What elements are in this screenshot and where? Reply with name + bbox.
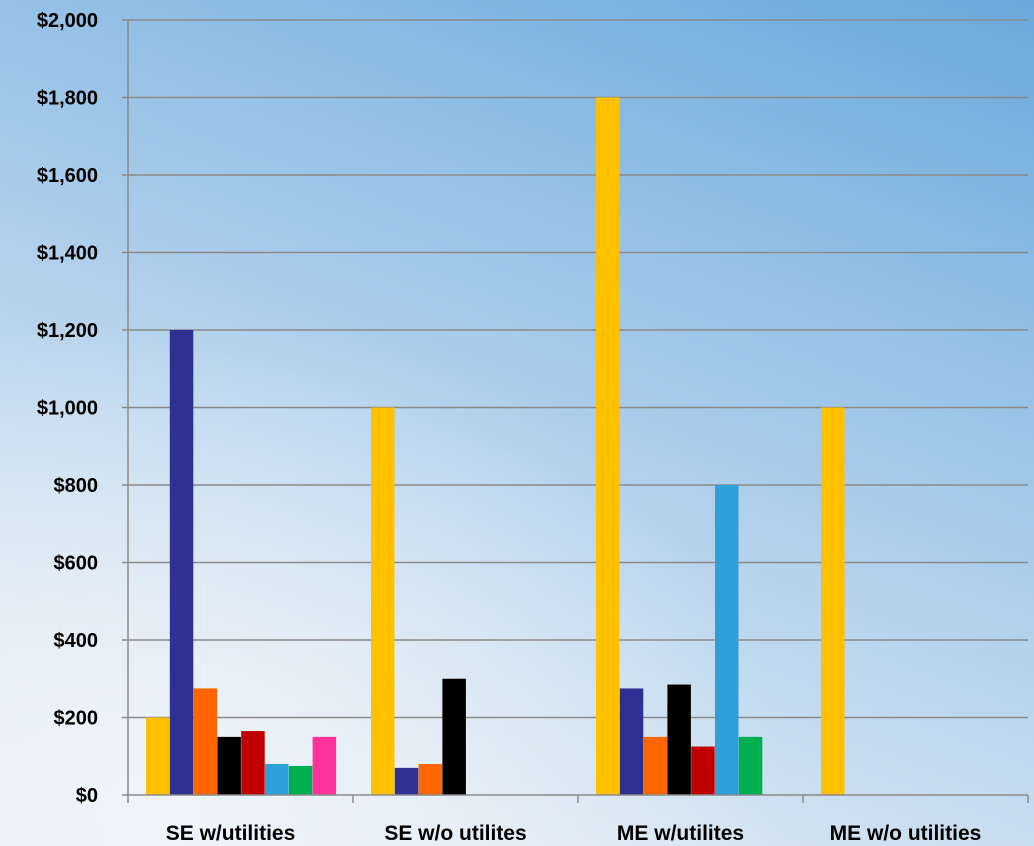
bar	[288, 765, 313, 795]
bar	[312, 736, 337, 795]
bar	[217, 736, 241, 795]
bar	[371, 407, 395, 795]
bar	[442, 678, 466, 795]
y-tick-label: $400	[54, 630, 99, 652]
y-tick-label: $800	[54, 475, 99, 497]
bar	[738, 736, 763, 795]
y-tick-label: $1,200	[37, 320, 98, 342]
y-tick-label: $1,800	[37, 88, 98, 110]
bar	[667, 684, 691, 795]
y-tick-label: $1,400	[37, 243, 98, 265]
y-tick-label: $2,000	[37, 10, 98, 32]
bar	[418, 764, 443, 795]
x-category-label: SE w/o utilites	[384, 822, 526, 845]
x-category-label: SE w/utilities	[166, 822, 296, 845]
bar	[821, 407, 845, 795]
bar	[394, 767, 419, 795]
x-category-label: ME w/utilites	[617, 822, 744, 845]
bar	[596, 97, 620, 795]
bar	[241, 731, 265, 795]
y-tick-label: $1,000	[37, 398, 98, 420]
bar	[643, 736, 668, 795]
x-category-label: ME w/o utilities	[830, 822, 982, 845]
y-tick-label: $600	[54, 553, 99, 575]
bar	[715, 485, 739, 795]
bar	[265, 764, 289, 795]
bar	[691, 746, 715, 795]
bar	[193, 688, 218, 795]
bar	[146, 717, 170, 795]
bar	[169, 330, 194, 795]
y-tick-label: $0	[76, 785, 98, 807]
bar	[619, 688, 644, 795]
y-tick-label: $200	[54, 708, 99, 730]
y-tick-label: $1,600	[37, 165, 98, 187]
